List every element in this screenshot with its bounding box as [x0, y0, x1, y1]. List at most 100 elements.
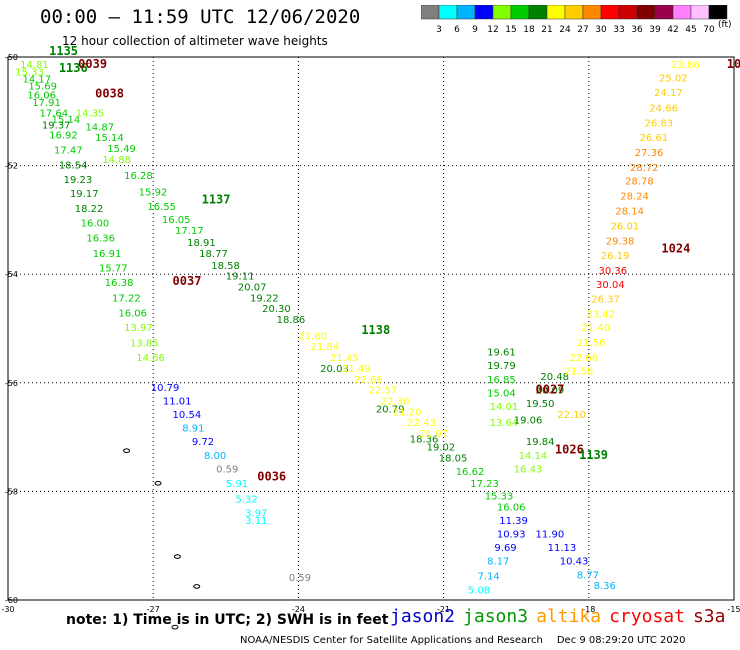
wave-height-label: 19.37 [42, 121, 71, 132]
wave-height-label: 15.49 [107, 144, 136, 155]
plot-frame [7, 56, 735, 601]
wave-height-label: 16.06 [497, 502, 526, 513]
wave-height-label: 8.00 [204, 451, 226, 462]
wave-height-label: 26.83 [644, 119, 673, 130]
wave-height-label: 18.22 [75, 204, 104, 215]
track-time-label: 0039 [78, 57, 107, 71]
wave-height-label: 15.33 [15, 67, 44, 78]
wave-height-label: 16.38 [105, 278, 134, 289]
wave-height-label: 19.22 [250, 293, 279, 304]
wave-height-label: 14.35 [76, 109, 105, 120]
wave-height-label: 22.57 [369, 386, 398, 397]
wave-height-label: 22.10 [557, 410, 586, 421]
y-tick-label: -60 [5, 596, 18, 605]
color-scale-units: (ft) [718, 20, 732, 30]
wave-height-label: 23.42 [586, 310, 615, 321]
island-outline [154, 480, 162, 486]
color-scale-label: 18 [523, 25, 535, 35]
color-scale-label: 27 [577, 25, 588, 35]
color-scale-label: 9 [472, 25, 478, 35]
track-time-label: 1137 [202, 193, 231, 207]
wave-height-label: 21.56 [577, 338, 606, 349]
chart-subtitle: 12 hour collection of altimeter wave hei… [62, 34, 328, 48]
color-scale-label: 30 [595, 25, 607, 35]
wave-height-label: 16.92 [49, 130, 78, 141]
wave-height-label: 30.36 [598, 266, 627, 277]
footer-note: note: 1) Time is in UTC; 2) SWH is in fe… [66, 612, 389, 628]
color-scale-swatch [708, 5, 728, 20]
track-time-label: 102 [727, 57, 740, 71]
color-scale-label: 45 [685, 25, 696, 35]
x-tick-label: -24 [292, 605, 305, 614]
wave-height-label: 16.06 [118, 309, 147, 320]
color-scale-bar: 3 6 9 12 15 18 21 24 27 30 33 36 39 42 45 70 [421, 5, 728, 35]
island-outline [123, 448, 131, 453]
wave-height-label: 16.91 [93, 249, 122, 260]
wave-height-label: 16.36 [86, 234, 115, 245]
wave-height-label: 13.64 [490, 418, 519, 429]
wave-height-label: 14.87 [85, 122, 114, 133]
legend-item-s3a: s3a [692, 606, 726, 627]
wave-height-label: 15.14 [95, 133, 124, 144]
wave-height-label: 28.78 [625, 177, 654, 188]
wave-height-label: 3.97 [245, 508, 267, 519]
wave-height-label: 19.50 [526, 399, 555, 410]
wave-height-label: 17.64 [39, 109, 68, 120]
wave-height-label: 19.11 [226, 272, 255, 283]
wave-height-label: 13.97 [124, 323, 153, 334]
wave-height-label: 7.14 [477, 571, 499, 582]
y-tick-label: -56 [5, 379, 18, 388]
wave-height-label: 11.01 [163, 397, 192, 408]
color-scale-label: 70 [703, 25, 715, 35]
wave-height-label: 10.93 [497, 530, 526, 541]
color-scale-label: 33 [613, 25, 624, 35]
wave-height-label: 8.91 [182, 424, 204, 435]
wave-height-label: 22.30 [381, 397, 410, 408]
wave-height-label: 10.43 [560, 557, 589, 568]
track-time-label: 1136 [59, 61, 88, 75]
wave-height-label: 17.91 [32, 98, 61, 109]
track-time-label: 0036 [257, 470, 286, 484]
wave-height-label: 21.49 [342, 364, 371, 375]
track-time-label: 1135 [49, 44, 78, 58]
wave-height-label: 23.86 [671, 60, 700, 71]
wave-height-label: 14.14 [519, 451, 548, 462]
wave-height-label: 5.08 [468, 585, 490, 596]
wave-height-label: 0.59 [216, 464, 238, 475]
wave-height-label: 5.32 [235, 494, 257, 505]
wave-height-label: 11.13 [548, 543, 577, 554]
credit-text: NOAA/NESDIS Center for Satellite Applica… [240, 635, 543, 646]
wave-height-label: 5.91 [226, 479, 248, 490]
y-tick-label: -58 [5, 487, 18, 496]
wave-height-label: 20.03 [320, 364, 349, 375]
wave-height-label: 17.23 [470, 479, 499, 490]
wave-height-label: 15.04 [487, 388, 516, 399]
wave-height-label: 16.85 [487, 375, 516, 386]
legend-item-jason3: jason3 [463, 606, 529, 627]
wave-height-label: 8.77 [577, 570, 599, 581]
wave-height-label: 14.17 [23, 75, 52, 86]
wave-height-label: 20.09 [536, 386, 565, 397]
track-time-label: 0038 [95, 87, 124, 101]
track-time-label: 1139 [579, 448, 608, 462]
wave-height-label: 15.92 [139, 187, 168, 198]
legend-item-altika: altika [536, 606, 602, 627]
wave-height-label: 22.43 [407, 418, 436, 429]
wave-height-label: 21.97 [419, 429, 448, 440]
wave-height-label: 28.24 [620, 191, 649, 202]
x-tick-label: -15 [727, 605, 740, 614]
wave-height-label: 19.02 [427, 443, 456, 454]
wave-height-label: 21.40 [582, 323, 611, 334]
color-scale-label: 21 [541, 25, 552, 35]
y-tick-label: -50 [5, 53, 18, 62]
wave-height-label: 20.79 [376, 405, 405, 416]
track-time-label: 1024 [661, 241, 690, 255]
wave-height-label: 17.17 [175, 226, 204, 237]
wave-height-label: 20.48 [540, 372, 569, 383]
wave-height-label: 10.54 [173, 410, 202, 421]
wave-height-label: 14.88 [102, 155, 131, 166]
wave-height-label: 18.36 [410, 435, 439, 446]
wave-height-label: 28.72 [630, 163, 659, 174]
wave-height-label: 19.23 [64, 175, 93, 186]
